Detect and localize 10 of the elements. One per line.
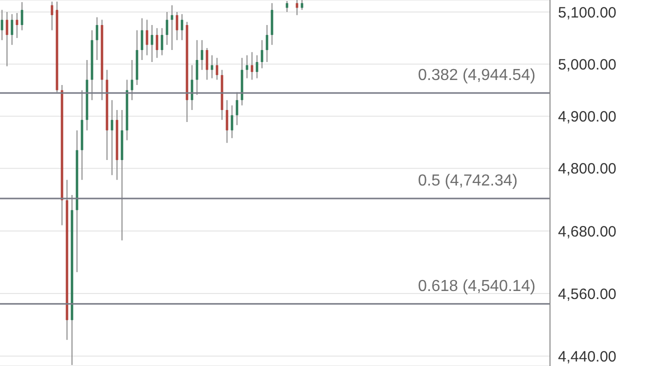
- ref-line-label: 0.5 (4,742.34): [418, 172, 518, 190]
- y-tick-label: 5,000.00: [558, 56, 616, 74]
- ref-line-label: 0.618 (4,540.14): [418, 278, 536, 295]
- ref-line-label: 0.382 (4,944.54): [418, 67, 536, 84]
- y-tick-label: 4,560.00: [558, 286, 616, 303]
- y-tick-label: 4,440.00: [558, 348, 616, 366]
- y-tick-label: 4,900.00: [558, 108, 616, 126]
- y-tick-label: 5,100.00: [558, 4, 616, 22]
- y-tick-label: 4,680.00: [558, 223, 616, 240]
- y-tick-label: 4,800.00: [558, 160, 616, 178]
